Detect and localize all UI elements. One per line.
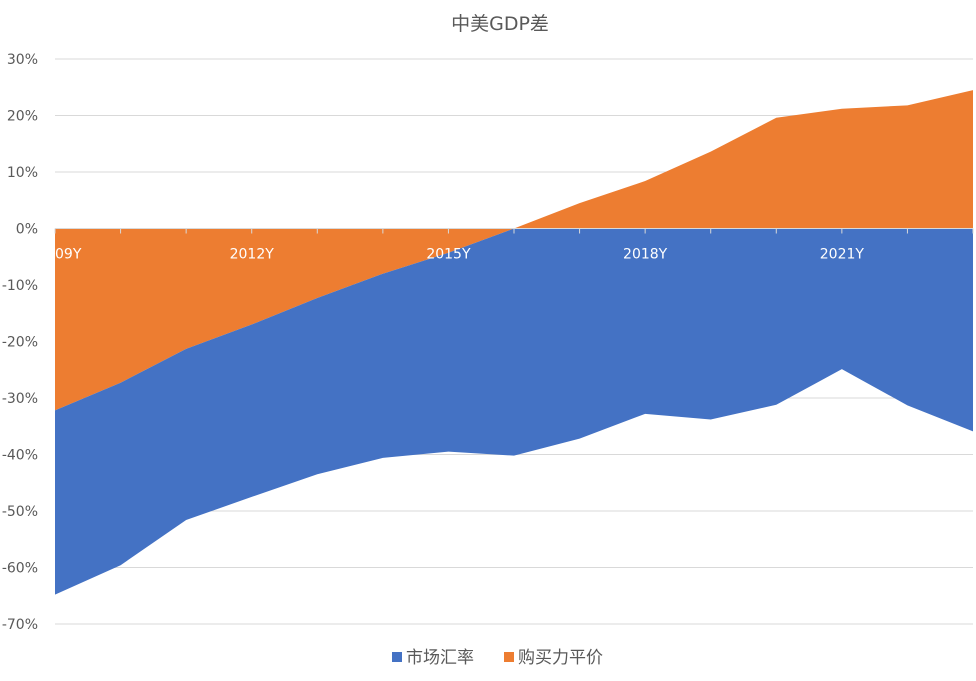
x-tick-label: 2012Y [230, 247, 275, 263]
y-tick-label: -40% [2, 448, 38, 464]
y-tick-label: 30% [7, 52, 38, 68]
y-tick-label: -20% [2, 335, 38, 351]
legend: 市场汇率 购买力平价 [392, 648, 603, 668]
series-ppp-negative-area [55, 228, 973, 411]
y-tick-label: 10% [7, 165, 38, 181]
chart-title: 中美GDP差 [451, 13, 549, 35]
y-axis-ticks: 30% 20% 10% 0% -10% -20% -30% -40% -50% -60% -70% [2, 52, 38, 633]
x-tick-label: 2018Y [623, 247, 668, 263]
x-axis-ticks: 09Y 2012Y 2015Y 2018Y 2021Y [55, 247, 864, 263]
series-market-rate-area [55, 228, 973, 595]
series-ppp-positive-area [55, 90, 973, 229]
x-tick-label: 2021Y [820, 247, 865, 263]
y-tick-label: -60% [2, 561, 38, 577]
y-tick-label: 0% [16, 222, 38, 238]
plot-areas [54, 90, 974, 595]
legend-label: 市场汇率 [406, 648, 474, 668]
y-tick-label: 20% [7, 109, 38, 125]
y-tick-label: -10% [2, 278, 38, 294]
y-tick-label: -50% [2, 504, 38, 520]
legend-swatch [504, 652, 514, 662]
x-tick-label: 09Y [55, 247, 82, 263]
y-tick-label: -30% [2, 391, 38, 407]
legend-label: 购买力平价 [518, 648, 603, 668]
legend-swatch [392, 652, 402, 662]
x-tick-label: 2015Y [426, 247, 471, 263]
y-tick-label: -70% [2, 617, 38, 633]
